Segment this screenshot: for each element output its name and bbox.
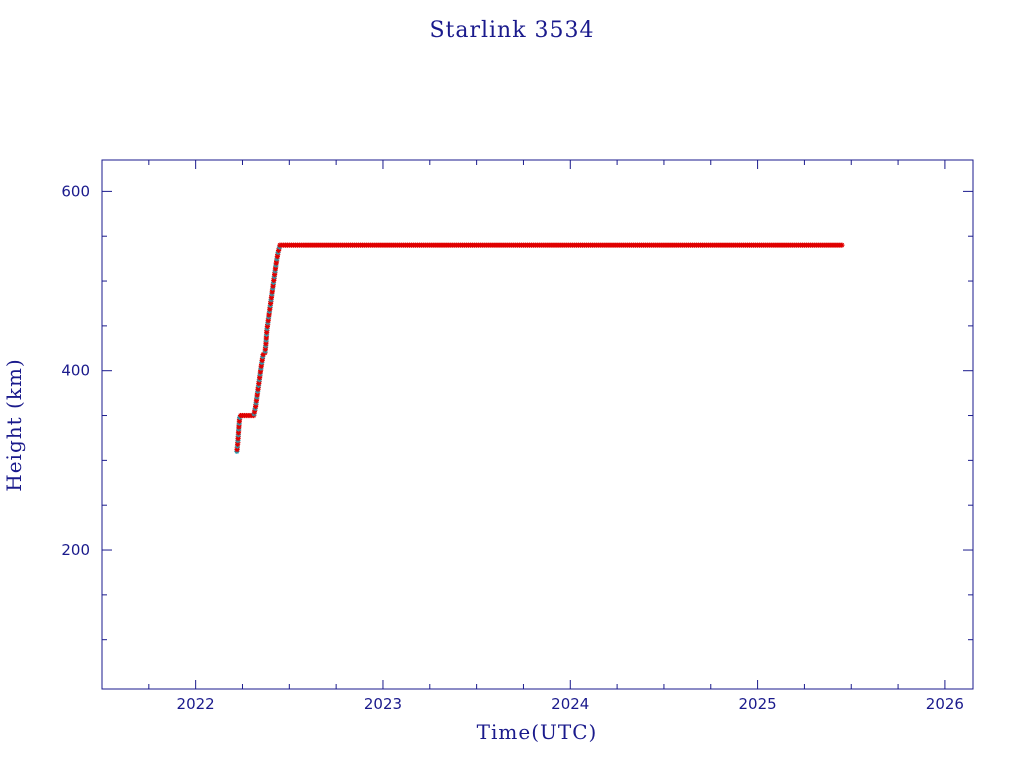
x-tick-label: 2024 bbox=[551, 695, 589, 713]
x-tick-label: 2025 bbox=[738, 695, 776, 713]
data-point bbox=[839, 242, 845, 248]
chart-title: Starlink 3534 bbox=[429, 18, 594, 43]
x-tick-label: 2026 bbox=[926, 695, 964, 713]
axis-ticks bbox=[102, 160, 973, 689]
y-axis-label: Height (km) bbox=[2, 358, 26, 491]
x-tick-label: 2022 bbox=[177, 695, 215, 713]
data-points bbox=[234, 242, 845, 454]
data-point-stroke bbox=[839, 242, 845, 248]
y-tick-label: 400 bbox=[61, 362, 90, 380]
y-tick-label: 200 bbox=[61, 541, 90, 559]
plot-frame bbox=[101, 159, 974, 690]
y-tick-label: 600 bbox=[61, 182, 90, 200]
x-tick-label: 2023 bbox=[364, 695, 402, 713]
x-axis-label: Time(UTC) bbox=[477, 720, 598, 744]
axis-tick-labels: 2022 2023 2024 2025 2026 200 400 600 bbox=[61, 182, 964, 713]
